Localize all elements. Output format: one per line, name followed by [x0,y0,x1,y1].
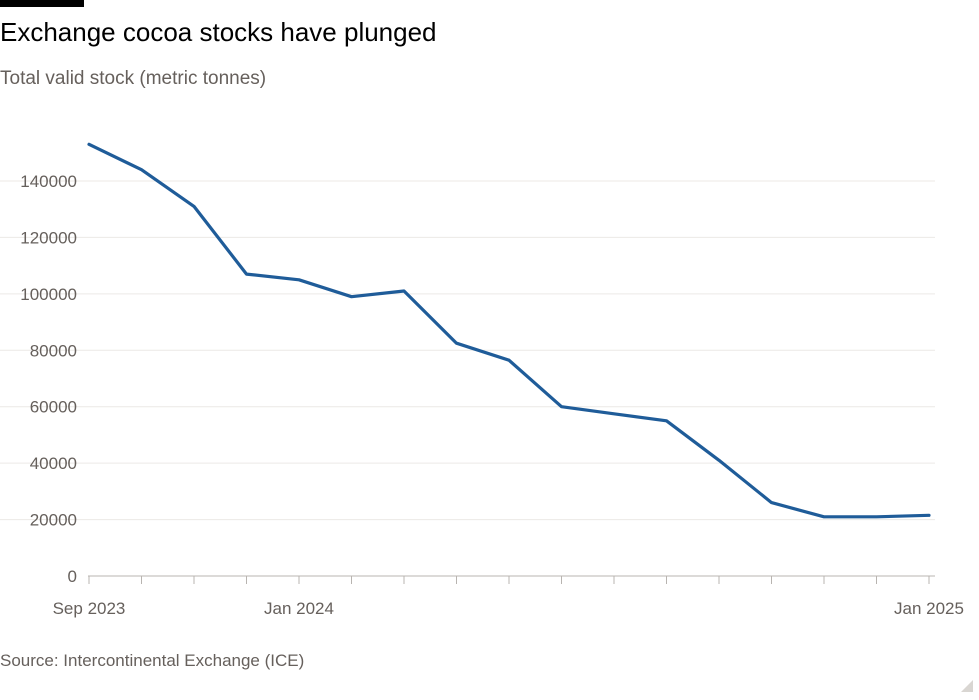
resize-corner-icon [961,680,973,692]
y-tick-label: 60000 [30,398,77,417]
y-tick-label: 80000 [30,341,77,360]
line-chart: 0 20000 40000 60000 80000 100000 120000 140000 S… [0,142,964,618]
brand-bar [0,0,84,7]
y-tick-label: 0 [68,567,77,586]
x-tick-label: Jan 2025 [894,599,964,618]
x-tick-label: Jan 2024 [264,599,334,618]
series-line [87,142,931,519]
y-tick-label: 140000 [20,172,77,191]
chart-title: Exchange cocoa stocks have plunged [0,17,437,47]
chart-subtitle: Total valid stock (metric tonnes) [0,68,267,89]
y-tick-label: 40000 [30,454,77,473]
x-tick-label: Sep 2023 [53,599,126,618]
y-tick-label: 120000 [20,228,77,247]
y-tick-label: 20000 [30,511,77,530]
source-note: Source: Intercontinental Exchange (ICE) [0,651,305,670]
y-tick-label: 100000 [20,285,77,304]
